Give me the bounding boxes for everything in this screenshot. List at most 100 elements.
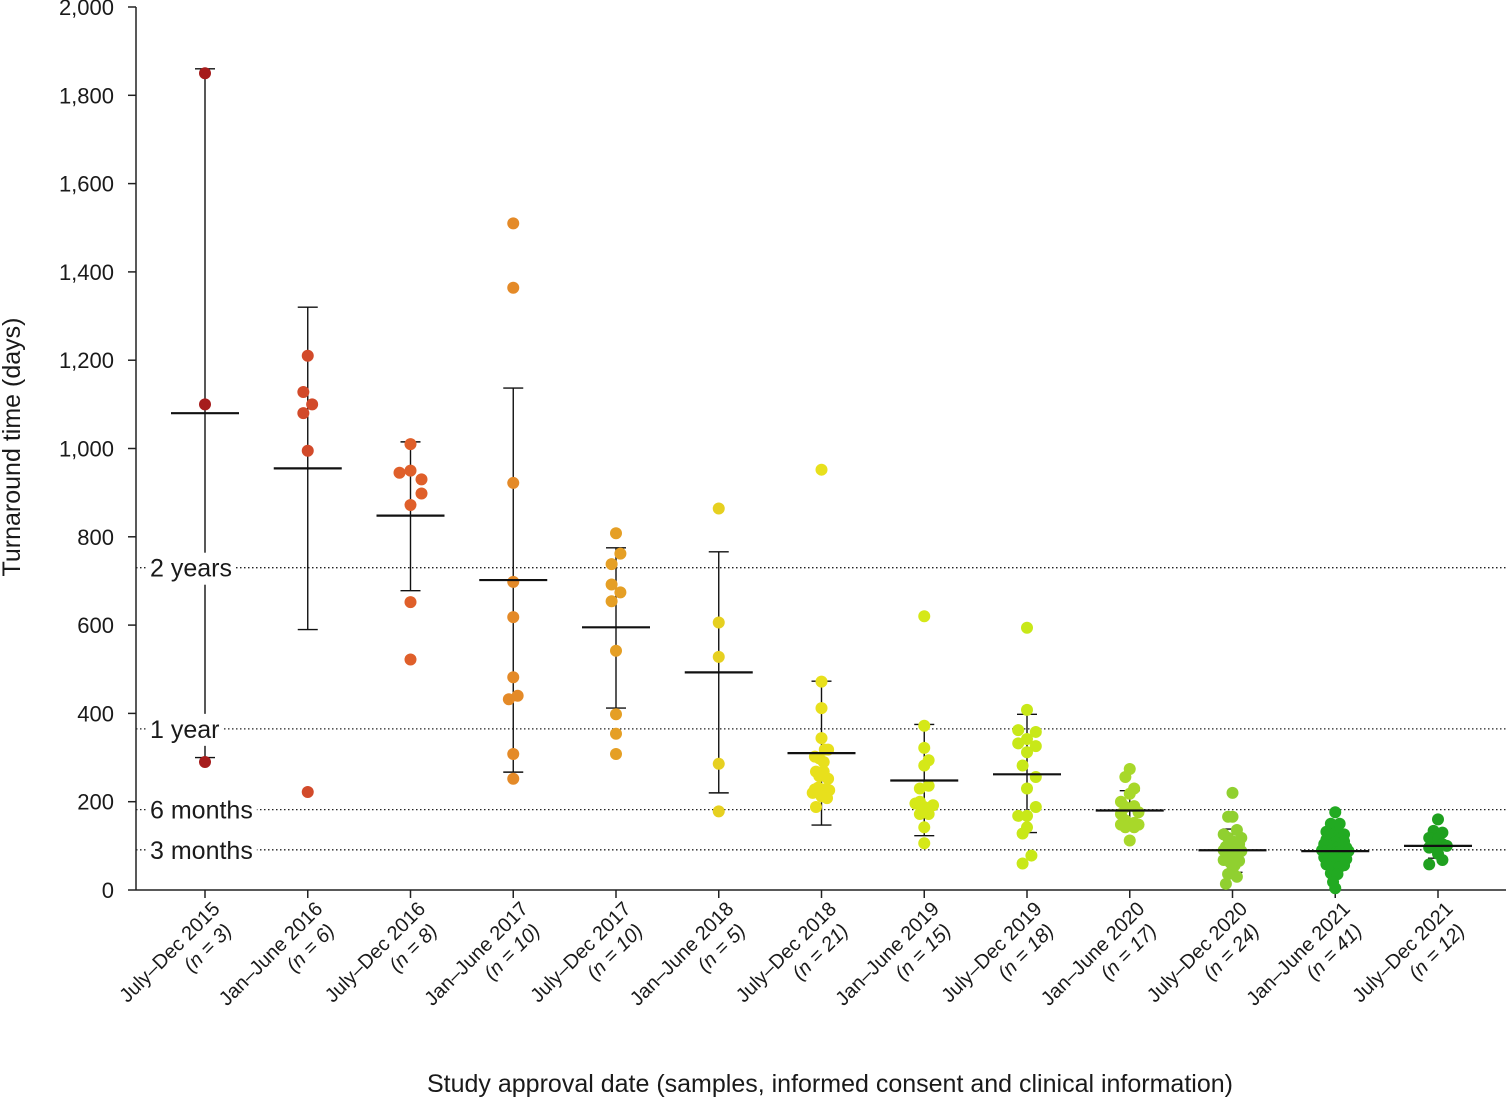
data-point: [922, 808, 935, 821]
data-point: [605, 595, 618, 608]
data-point: [1016, 759, 1029, 772]
data-point: [507, 575, 520, 588]
reference-label-background: [146, 834, 257, 867]
x-category-label: Jan–June 2017(n = 10): [420, 898, 544, 1010]
data-point: [507, 748, 520, 761]
data-point: [301, 349, 314, 362]
data-point: [610, 708, 622, 721]
x-category-label: Jan–June 2019(n = 15): [831, 898, 955, 1010]
data-point: [712, 805, 725, 818]
category-group: [479, 217, 548, 785]
data-point: [810, 800, 822, 813]
reference-label-background: [146, 794, 257, 827]
x-category-label: Jan–June 2016(n = 6): [215, 898, 339, 1010]
data-point: [507, 217, 520, 230]
x-category-label: July–Dec 2018(n = 21): [732, 898, 853, 1007]
data-point: [511, 689, 524, 702]
data-point: [918, 741, 931, 754]
data-point: [1016, 857, 1029, 870]
y-tick-label: 1,000: [59, 437, 114, 462]
data-point: [199, 67, 211, 80]
data-point: [610, 644, 622, 657]
data-point: [918, 610, 931, 623]
category-group: [1095, 763, 1164, 847]
data-point: [415, 473, 428, 486]
data-point: [1128, 821, 1141, 834]
data-point: [1132, 806, 1145, 819]
data-point: [913, 808, 926, 821]
data-point: [297, 385, 310, 398]
data-point: [1329, 806, 1342, 819]
y-tick-label: 200: [77, 790, 114, 815]
y-tick-label: 800: [77, 525, 114, 550]
y-tick-label: 1,600: [59, 172, 114, 197]
data-point: [393, 466, 406, 479]
y-tick-label: 400: [77, 701, 114, 726]
data-point: [1423, 858, 1436, 871]
y-tick-label: 1,400: [59, 260, 114, 285]
y-tick-label: 600: [77, 613, 114, 638]
data-point: [614, 547, 627, 560]
data-point: [1219, 877, 1232, 890]
data-point: [507, 611, 520, 624]
data-point: [1012, 724, 1025, 737]
data-point: [1021, 809, 1033, 822]
data-point: [404, 499, 417, 512]
data-point: [404, 464, 417, 477]
data-point: [1432, 813, 1444, 826]
data-point: [815, 732, 828, 745]
data-point: [1222, 810, 1235, 823]
data-point: [404, 596, 417, 609]
data-point: [199, 398, 211, 411]
data-point: [610, 748, 622, 761]
x-category-label: Jan–June 2018(n = 5): [626, 898, 750, 1010]
x-axis: July–Dec 2015(n = 3)Jan–June 2016(n = 6)…: [115, 889, 1506, 1010]
data-point: [712, 616, 725, 629]
data-point: [1123, 787, 1136, 800]
category-group: [582, 527, 650, 761]
data-point: [712, 650, 725, 663]
data-point: [1423, 841, 1436, 854]
data-point: [507, 281, 520, 294]
data-point: [605, 558, 618, 571]
data-point: [404, 438, 417, 451]
x-category-label: Jan–June 2020(n = 17): [1037, 898, 1161, 1010]
data-point: [918, 837, 931, 850]
reference-line-label: 3 months: [150, 837, 253, 865]
data-point: [507, 476, 520, 489]
data-point: [1016, 827, 1029, 840]
y-tick-label: 2,000: [59, 0, 114, 20]
data-point: [415, 487, 428, 500]
data-point: [815, 463, 828, 476]
data-point: [821, 792, 833, 805]
data-point: [301, 444, 314, 457]
x-axis-title: Study approval date (samples, informed c…: [427, 1070, 1233, 1098]
data-point: [1021, 782, 1033, 795]
reference-label-background: [146, 552, 236, 585]
data-point: [507, 671, 520, 684]
reference-label-background: [146, 713, 224, 746]
data-point: [922, 754, 935, 767]
category-group: [1198, 786, 1267, 890]
data-point: [1021, 733, 1033, 746]
category-group: [376, 438, 445, 666]
data-point: [1123, 834, 1136, 847]
data-point: [1029, 740, 1042, 753]
reference-line-label: 1 year: [150, 716, 219, 744]
category-series: [171, 67, 1472, 895]
data-point: [610, 727, 622, 740]
data-point: [306, 398, 319, 411]
y-tick-label: 1,200: [59, 348, 114, 373]
x-category-label: July–Dec 2020(n = 24): [1143, 898, 1264, 1007]
data-point: [301, 785, 314, 798]
data-point: [918, 821, 931, 834]
x-category-label: Jan–June 2021(n = 41): [1242, 898, 1366, 1010]
data-point: [815, 702, 828, 715]
y-tick-label: 0: [102, 878, 114, 903]
category-group: [273, 306, 342, 798]
y-axis: 0 200 400 600 800 1,000 1,200 1,400 1,600 1,800 2,…: [59, 0, 137, 903]
x-category-label: July–Dec 2019(n = 18): [937, 898, 1058, 1007]
data-point: [1021, 621, 1033, 634]
